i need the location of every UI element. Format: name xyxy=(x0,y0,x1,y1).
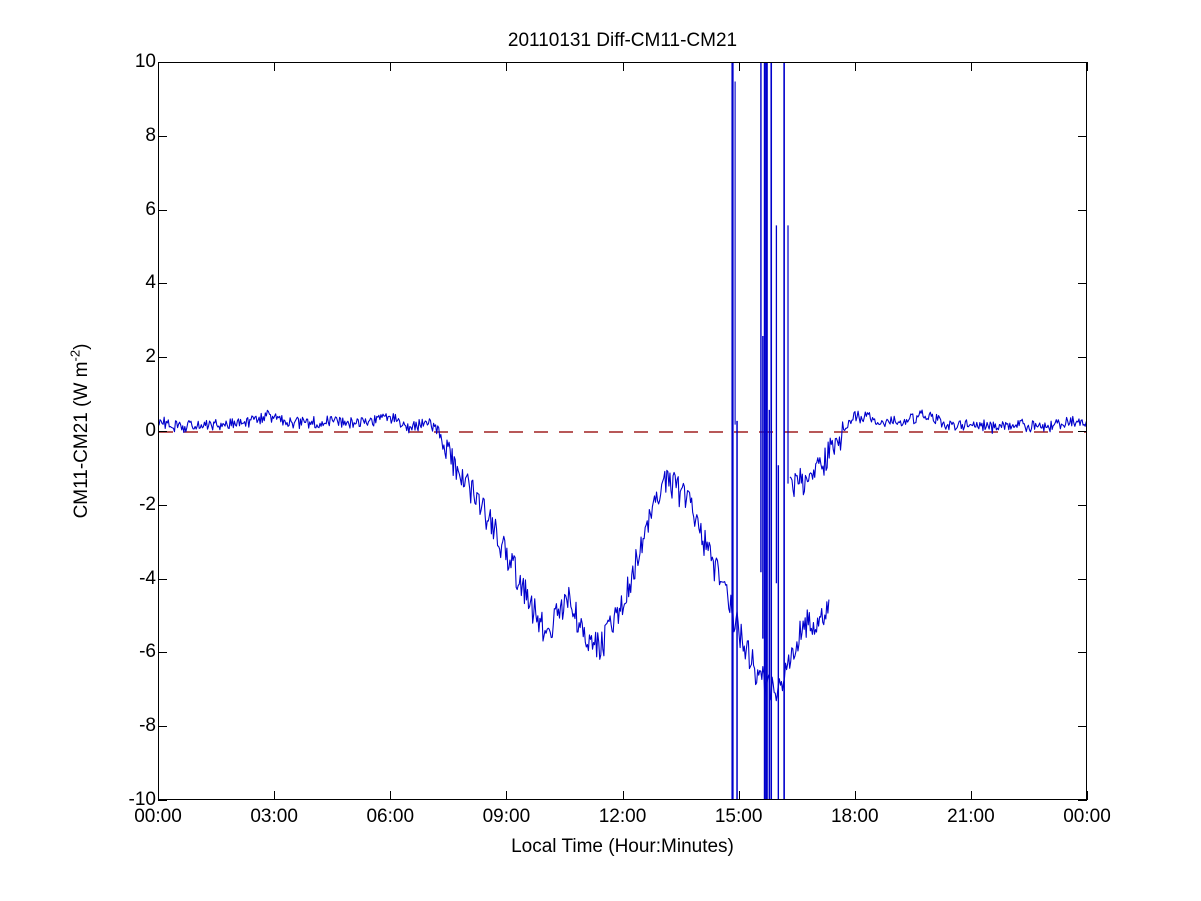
y-axis-tick xyxy=(158,652,167,654)
x-axis-tick xyxy=(158,791,159,800)
x-axis-tick-label: 12:00 xyxy=(598,806,647,827)
x-axis-tick-top xyxy=(738,62,740,71)
x-axis-tick xyxy=(274,791,276,800)
x-axis-tick-label: 03:00 xyxy=(250,806,298,827)
y-axis-tick-label: 6 xyxy=(145,198,156,220)
x-axis-tick-label: 00:00 xyxy=(134,806,182,827)
y-axis-tick-right xyxy=(1078,800,1087,801)
y-axis-tick xyxy=(158,62,167,63)
y-axis-tick-label: -2 xyxy=(139,493,156,515)
x-axis-tick xyxy=(1087,791,1088,800)
x-axis-tick-top xyxy=(506,62,508,71)
y-axis-tick-right xyxy=(1078,726,1087,728)
y-axis-tick-right xyxy=(1078,504,1087,506)
x-axis-tick-top xyxy=(274,62,276,71)
y-axis-tick-label: 10 xyxy=(134,51,156,72)
series-path-main xyxy=(159,409,830,702)
y-axis-tick xyxy=(158,209,167,211)
y-axis-tick-right xyxy=(1078,652,1087,654)
y-axis-tick-label: 8 xyxy=(145,124,156,146)
y-axis-tick xyxy=(158,283,167,285)
data-series-spikes xyxy=(731,63,789,799)
y-axis-tick xyxy=(158,578,167,580)
data-series-line xyxy=(159,409,1086,702)
y-axis-tick xyxy=(158,504,167,506)
y-axis-tick-label: -10 xyxy=(128,789,156,810)
y-axis-tick-label: -8 xyxy=(139,715,156,737)
x-axis-tick xyxy=(854,791,856,800)
x-axis-tick-label: 21:00 xyxy=(947,806,995,827)
x-axis-tick-label: 00:00 xyxy=(1063,806,1111,827)
x-axis-title: Local Time (Hour:Minutes) xyxy=(511,836,734,857)
y-axis-tick-right xyxy=(1078,135,1087,137)
y-axis-tick-label: -6 xyxy=(139,641,156,663)
plot-area xyxy=(158,62,1087,800)
y-axis-tick xyxy=(158,431,167,432)
x-axis-tick xyxy=(622,791,624,800)
y-axis-title-exponent: -2 xyxy=(67,349,83,362)
y-axis-tick-right xyxy=(1078,62,1087,63)
y-axis-tick xyxy=(158,135,167,137)
y-axis-title: CM11-CM21 (W m-2) xyxy=(67,62,94,800)
x-axis-tick-label: 06:00 xyxy=(366,806,415,827)
y-axis-tick-right xyxy=(1078,357,1087,359)
y-axis-tick-right xyxy=(1078,283,1087,285)
plot-svg xyxy=(159,63,1086,799)
x-axis-tick-top xyxy=(622,62,624,71)
y-axis-tick-label: -4 xyxy=(139,567,156,589)
chart-title: 20110131 Diff-CM11-CM21 xyxy=(507,30,738,51)
y-axis-tick-label: 4 xyxy=(145,272,156,294)
x-axis-tick xyxy=(506,791,508,800)
x-axis-tick xyxy=(970,791,972,800)
y-axis-tick-right xyxy=(1078,431,1087,432)
x-axis-tick-top xyxy=(854,62,856,71)
x-axis-tick-top xyxy=(1087,62,1088,71)
x-axis-tick-label: 18:00 xyxy=(830,806,879,827)
y-axis-tick-label: 0 xyxy=(145,420,156,441)
x-axis-tick-top xyxy=(970,62,972,71)
series-path-tail xyxy=(789,409,1086,498)
x-axis-tick-top xyxy=(158,62,159,71)
x-axis-tick-label: 15:00 xyxy=(714,806,763,827)
y-axis-tick xyxy=(158,726,167,728)
y-axis-tick-right xyxy=(1078,578,1087,580)
y-axis-title-text: CM11-CM21 (W m xyxy=(71,361,92,519)
y-axis-tick xyxy=(158,800,167,801)
x-axis-tick xyxy=(390,791,392,800)
y-axis-tick xyxy=(158,357,167,359)
y-axis-tick-right xyxy=(1078,209,1087,211)
x-axis-tick-label: 09:00 xyxy=(482,806,531,827)
y-axis-title-tail: ) xyxy=(71,343,92,350)
x-axis-tick-top xyxy=(390,62,392,71)
x-axis-tick xyxy=(738,791,740,800)
y-axis-tick-label: 2 xyxy=(145,346,156,368)
